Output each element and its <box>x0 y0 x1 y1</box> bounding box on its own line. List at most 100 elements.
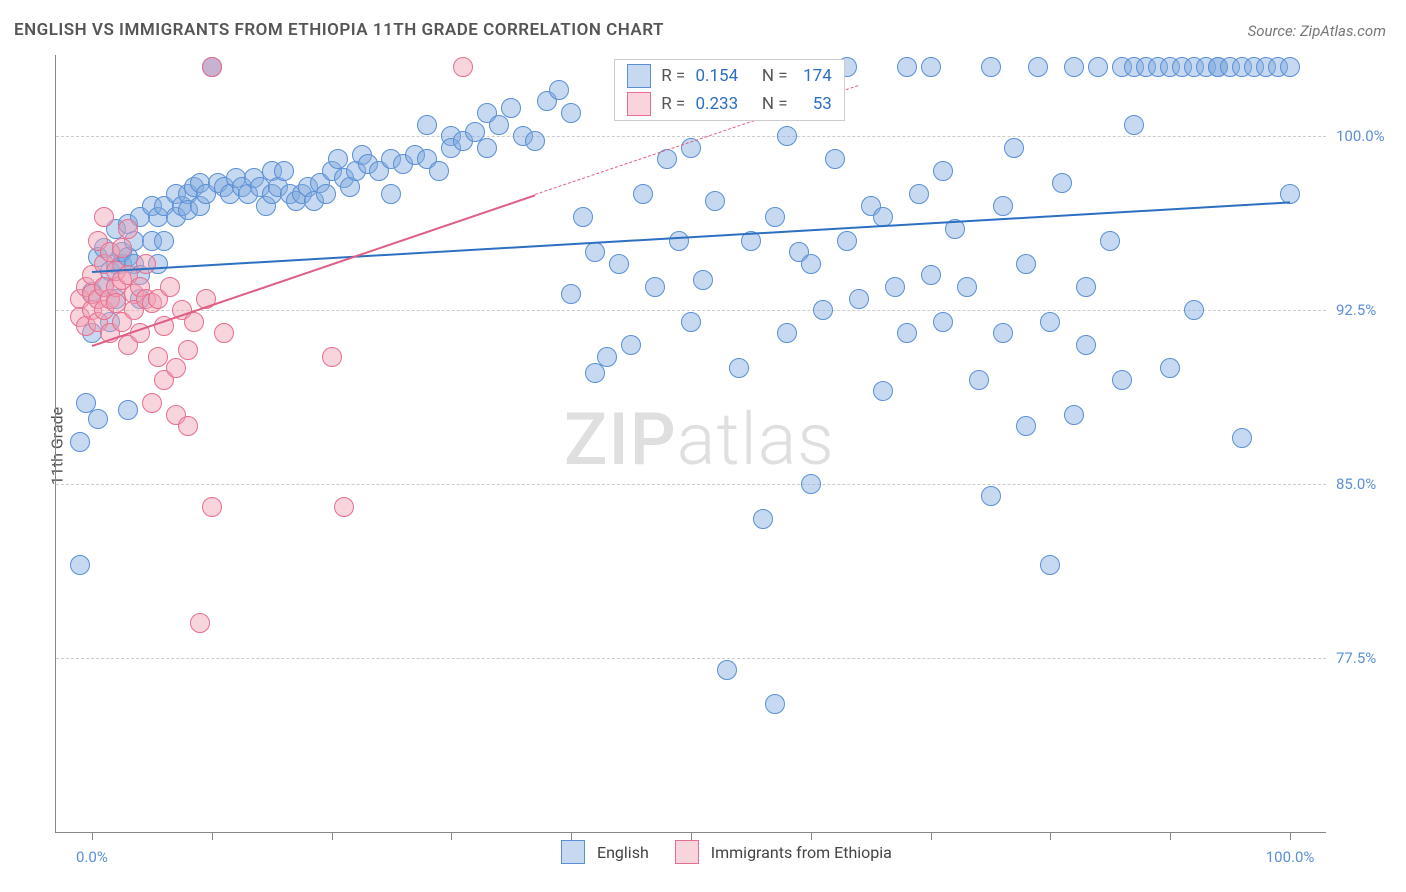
legend-swatch <box>627 64 651 88</box>
data-point <box>585 363 605 383</box>
x-tick <box>332 832 333 840</box>
data-point <box>166 358 186 378</box>
y-tick-label: 92.5% <box>1336 301 1396 319</box>
y-tick-label: 77.5% <box>1336 649 1396 667</box>
data-point <box>1184 300 1204 320</box>
data-point <box>429 161 449 181</box>
data-point <box>334 497 354 517</box>
data-point <box>1064 57 1084 77</box>
data-point <box>178 340 198 360</box>
data-point <box>561 103 581 123</box>
x-tick <box>571 832 572 840</box>
data-point <box>274 161 294 181</box>
y-tick-label: 100.0% <box>1336 127 1396 145</box>
data-point <box>1004 138 1024 158</box>
x-tick <box>1290 832 1291 840</box>
legend-swatch <box>561 840 585 864</box>
legend-row: R = 0.154 N = 174 <box>615 62 844 90</box>
legend-label: Immigrants from Ethiopia <box>711 843 892 862</box>
x-tick <box>811 832 812 840</box>
data-point <box>933 161 953 181</box>
data-point <box>813 300 833 320</box>
x-tick <box>451 832 452 840</box>
data-point <box>981 57 1001 77</box>
data-point <box>1040 555 1060 575</box>
data-point <box>681 312 701 332</box>
data-point <box>825 149 845 169</box>
data-point <box>1052 173 1072 193</box>
gridline <box>56 658 1326 659</box>
data-point <box>160 277 180 297</box>
data-point <box>1100 231 1120 251</box>
data-point <box>729 358 749 378</box>
data-point <box>897 323 917 343</box>
legend-r-label: R = <box>657 66 689 86</box>
chart-title: ENGLISH VS IMMIGRANTS FROM ETHIOPIA 11TH… <box>14 20 664 40</box>
data-point <box>717 660 737 680</box>
data-point <box>549 80 569 100</box>
data-point <box>981 486 1001 506</box>
data-point <box>202 57 222 77</box>
plot-area: 77.5%85.0%92.5%100.0%0.0%100.0%ZIPatlas … <box>55 55 1326 833</box>
data-point <box>669 231 689 251</box>
legend-n-label: N = <box>753 66 791 86</box>
data-point <box>118 400 138 420</box>
data-point <box>525 131 545 151</box>
data-point <box>1232 428 1252 448</box>
data-point <box>777 126 797 146</box>
data-point <box>777 323 797 343</box>
data-point <box>765 694 785 714</box>
data-point <box>501 98 521 118</box>
data-point <box>765 207 785 227</box>
chart-container: ENGLISH VS IMMIGRANTS FROM ETHIOPIA 11TH… <box>0 0 1406 892</box>
gridline <box>56 484 1326 485</box>
data-point <box>909 184 929 204</box>
data-point <box>849 289 869 309</box>
data-point <box>1040 312 1060 332</box>
data-point <box>957 277 977 297</box>
data-point <box>585 242 605 262</box>
data-point <box>70 555 90 575</box>
data-point <box>921 265 941 285</box>
legend-series: English Immigrants from Ethiopia <box>561 840 906 864</box>
data-point <box>88 409 108 429</box>
data-point <box>112 238 132 258</box>
x-tick <box>92 832 93 840</box>
data-point <box>178 416 198 436</box>
data-point <box>597 347 617 367</box>
data-point <box>417 115 437 135</box>
legend-r-value: 0.154 <box>695 66 747 86</box>
data-point <box>328 149 348 169</box>
x-tick <box>1170 832 1171 840</box>
legend-label: English <box>597 843 649 862</box>
data-point <box>621 335 641 355</box>
data-point <box>1016 254 1036 274</box>
data-point <box>1088 57 1108 77</box>
data-point <box>969 370 989 390</box>
data-point <box>897 57 917 77</box>
data-point <box>1280 57 1300 77</box>
data-point <box>645 277 665 297</box>
data-point <box>933 312 953 332</box>
legend-stats: R = 0.154 N = 174 R = 0.233 N = 53 <box>614 59 845 121</box>
data-point <box>801 254 821 274</box>
data-point <box>873 381 893 401</box>
legend-swatch <box>627 92 651 116</box>
data-point <box>489 115 509 135</box>
source-label: Source: ZipAtlas.com <box>1248 22 1386 40</box>
data-point <box>1160 358 1180 378</box>
legend-swatch <box>675 840 699 864</box>
y-tick-label: 85.0% <box>1336 475 1396 493</box>
legend-r-value: 0.233 <box>695 94 747 114</box>
data-point <box>993 196 1013 216</box>
x-tick-label: 0.0% <box>76 848 108 866</box>
x-tick <box>691 832 692 840</box>
data-point <box>142 393 162 413</box>
data-point <box>94 207 114 227</box>
data-point <box>1112 370 1132 390</box>
legend-n-value: 53 <box>798 94 832 114</box>
data-point <box>202 497 222 517</box>
data-point <box>921 57 941 77</box>
data-point <box>322 347 342 367</box>
x-tick <box>212 832 213 840</box>
